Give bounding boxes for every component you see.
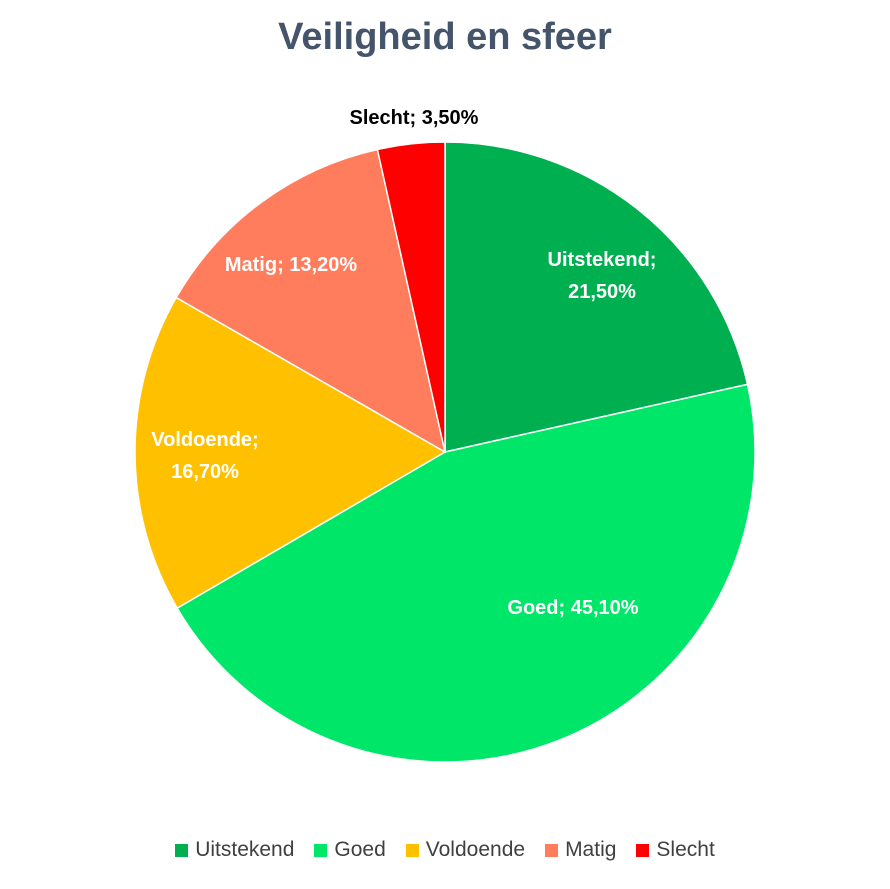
legend-label-slecht: Slecht xyxy=(656,838,715,861)
legend-item-uitstekend: Uitstekend xyxy=(175,838,294,862)
legend-item-matig: Matig xyxy=(545,838,616,862)
pie-slice-matig xyxy=(175,148,447,454)
legend-swatch-goed xyxy=(314,843,328,857)
legend-item-goed: Goed xyxy=(314,838,386,862)
pie-slice-uitstekend xyxy=(444,141,749,453)
chart-title: Veiligheid en sfeer xyxy=(278,16,612,58)
slice-label-goed: Goed; 45,10% xyxy=(507,597,638,619)
slice-label-voldoende: Voldoende; 16,70% xyxy=(151,429,258,483)
pie-slice-goed xyxy=(176,383,756,763)
legend-swatch-slecht xyxy=(636,843,650,857)
legend-label-uitstekend: Uitstekend xyxy=(195,838,295,861)
legend-swatch-uitstekend xyxy=(175,843,189,857)
pie-slice-voldoende xyxy=(134,296,447,610)
legend-swatch-voldoende xyxy=(405,843,419,857)
pie-slices xyxy=(134,141,756,763)
legend-label-goed: Goed xyxy=(334,838,386,861)
legend-label-matig: Matig xyxy=(565,838,617,861)
pie-labels: Uitstekend; 21,50% Goed; 45,10% Voldoende; 1… xyxy=(151,107,656,619)
legend-item-slecht: Slecht xyxy=(636,838,715,862)
slice-label-matig: Matig; 13,20% xyxy=(225,254,357,276)
legend-label-voldoende: Voldoende xyxy=(425,838,526,861)
pie-slice-slecht xyxy=(376,141,446,453)
slice-label-uitstekend: Uitstekend; 21,50% xyxy=(548,249,657,303)
chart-legend: Uitstekend Goed Voldoende Matig Slecht xyxy=(0,838,890,862)
legend-swatch-matig xyxy=(545,843,559,857)
legend-item-voldoende: Voldoende xyxy=(405,838,526,862)
slice-label-slecht: Slecht; 3,50% xyxy=(350,107,479,129)
